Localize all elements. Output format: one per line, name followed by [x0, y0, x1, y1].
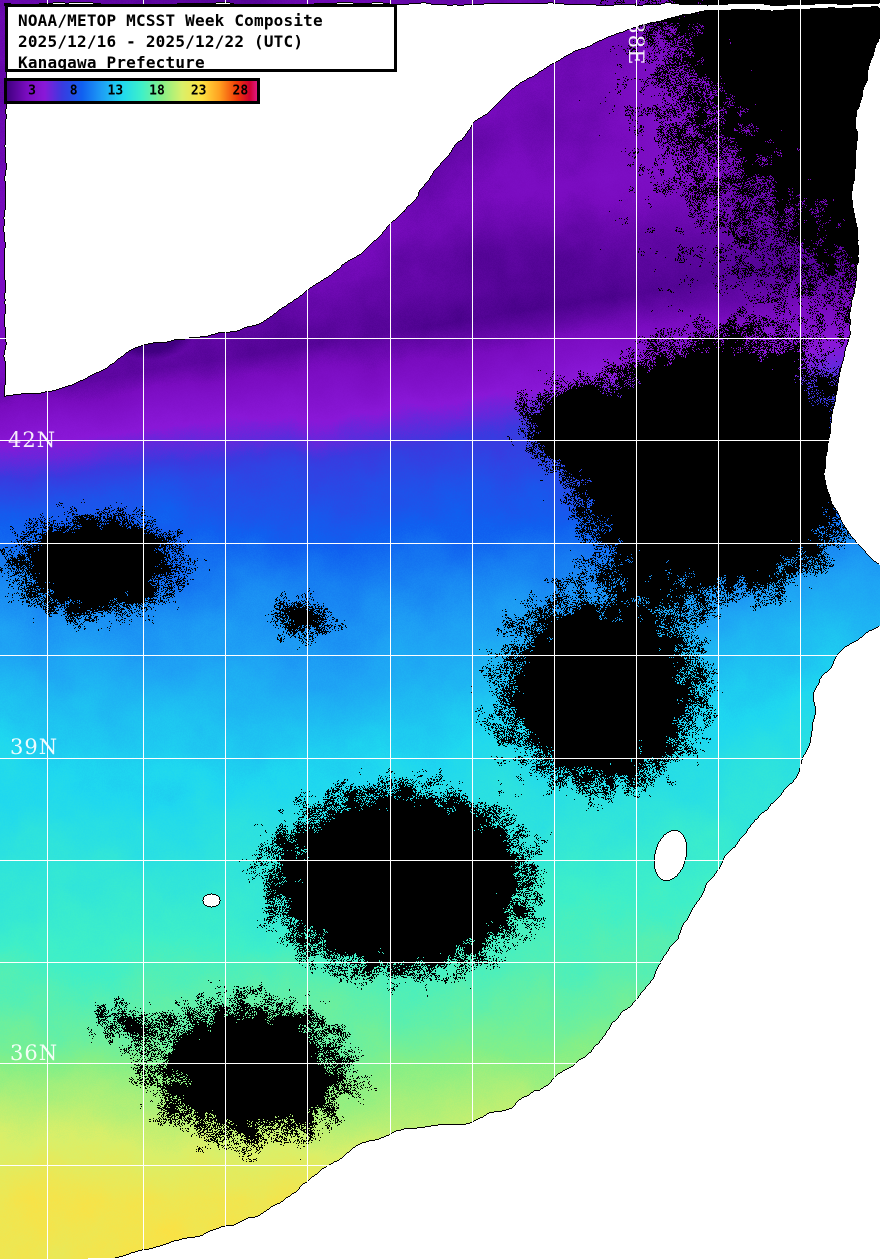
colorbar-gradient	[7, 81, 257, 101]
colorbar-tick-18: 18	[149, 83, 165, 99]
colorbar-tick-8: 8	[69, 83, 78, 99]
colorbar-tick-labels: 3 8 13 18 23 28	[7, 81, 257, 101]
colorbar-tick-23: 23	[190, 83, 207, 99]
title-line-product: NOAA/METOP MCSST Week Composite	[18, 11, 323, 30]
title-box: NOAA/METOP MCSST Week Composite 2025/12/…	[5, 4, 397, 72]
sst-colorbar: 3 8 13 18 23 28	[4, 78, 260, 104]
colorbar-tick-3: 3	[28, 83, 36, 99]
colorbar-tick-28: 28	[232, 83, 249, 99]
colorbar-tick-13: 13	[107, 83, 124, 99]
title-line-region: Kanagawa Prefecture	[18, 53, 205, 72]
title-line-daterange: 2025/12/16 - 2025/12/22 (UTC)	[18, 32, 304, 51]
